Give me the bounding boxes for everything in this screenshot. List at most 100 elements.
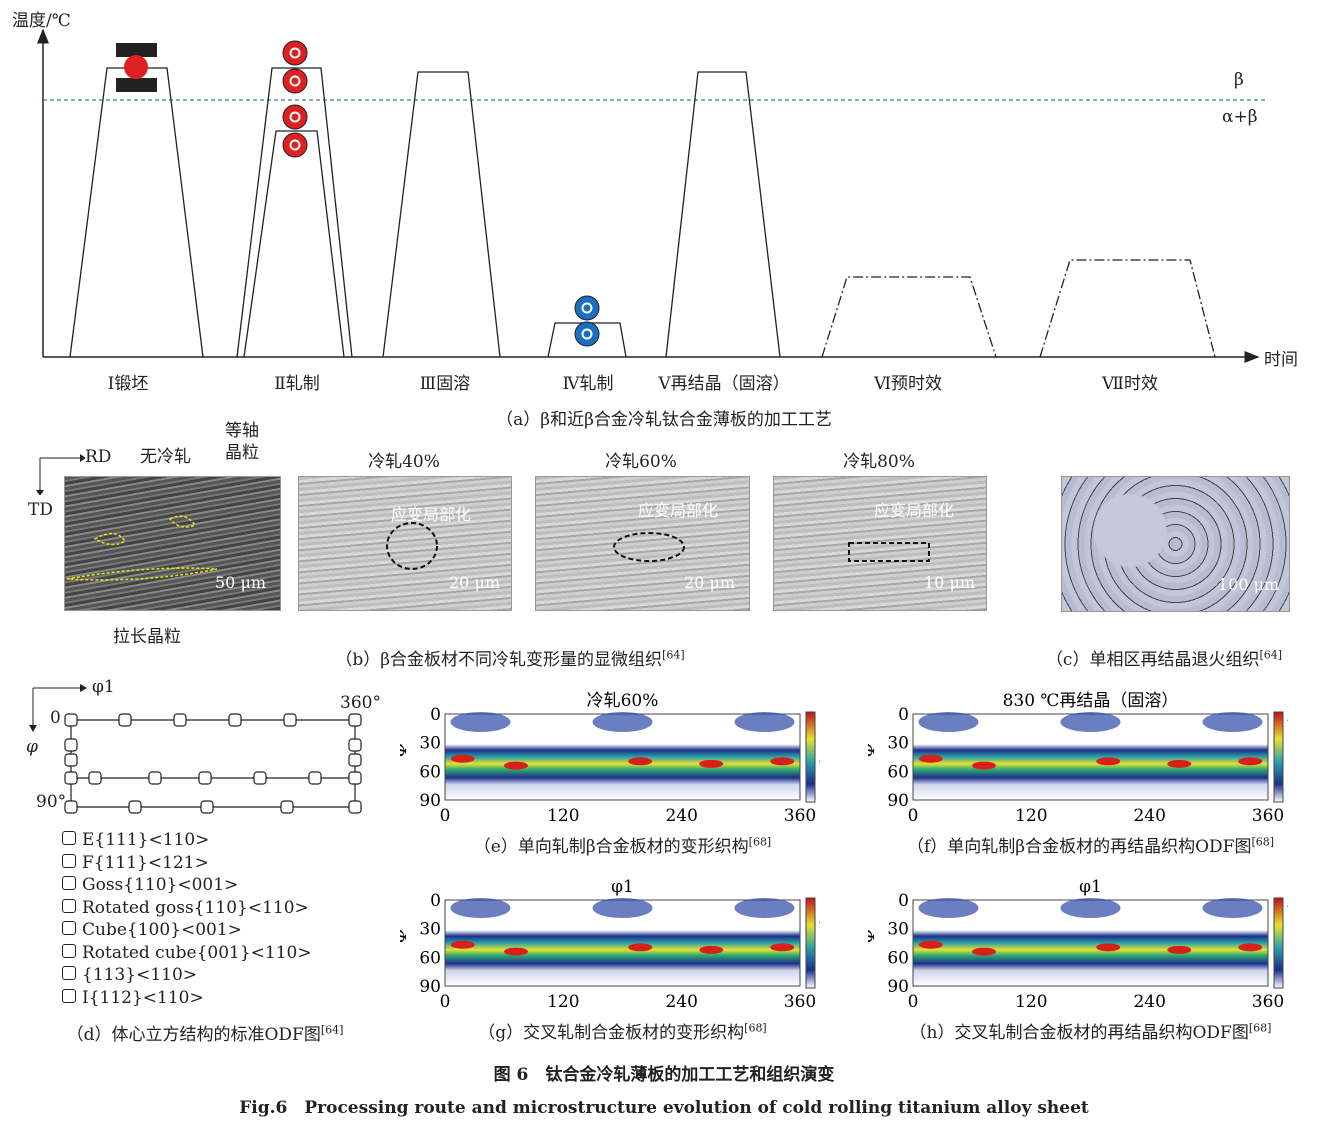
scale-bar: 20 μm bbox=[684, 573, 736, 592]
micrograph-no-rolling: 50 μm bbox=[64, 476, 281, 611]
rd-label: RD bbox=[85, 447, 112, 467]
caption-c: （c）单相区再结晶退火组织[64] bbox=[1045, 648, 1283, 670]
texture-symbol-icon bbox=[62, 943, 76, 958]
y-tick: 60 bbox=[887, 948, 909, 968]
texture-marker bbox=[64, 738, 78, 752]
odf-blob bbox=[918, 898, 979, 918]
strain-localization-label: 应变局部化 bbox=[638, 501, 719, 520]
odf-peak bbox=[504, 947, 528, 956]
odf-peak bbox=[699, 945, 724, 954]
strain-localization-label: 应变局部化 bbox=[391, 505, 472, 524]
step-label: Ⅳ轧制 bbox=[562, 374, 614, 394]
no-cold-rolling-label: 无冷轧 bbox=[140, 447, 191, 467]
y-tick: 90 bbox=[887, 977, 909, 997]
process-route-diagram bbox=[37, 28, 1266, 363]
step-forging bbox=[69, 67, 204, 358]
deg360-label: 360° bbox=[340, 693, 381, 713]
odf-peak bbox=[699, 759, 724, 768]
rd-td-axes-icon bbox=[36, 454, 85, 495]
odf-blob bbox=[1202, 898, 1263, 918]
odf-plot-h: 4321 0 120 240 360 0 30 60 90 Φφ1 bbox=[868, 877, 1288, 1012]
y-tick: 30 bbox=[887, 920, 909, 940]
step-label: Ⅴ再结晶（固溶） bbox=[658, 374, 790, 394]
x-tick: 0 bbox=[908, 992, 919, 1012]
y-axis-label: Φ bbox=[400, 929, 411, 943]
cold-roll-icon bbox=[574, 321, 600, 347]
y-axis-label: Φ bbox=[400, 743, 411, 757]
colorbar-tick: 1 bbox=[819, 960, 820, 980]
caption-e: （e）单向轧制β合金板材的变形织构[68] bbox=[473, 835, 772, 857]
colorbar-tick: 3 bbox=[819, 927, 820, 947]
odf-peak bbox=[918, 940, 943, 949]
hot-roll-icon bbox=[282, 132, 308, 158]
colorbar bbox=[805, 897, 816, 989]
alpha-beta-label: α+β bbox=[1222, 107, 1258, 127]
colorbar-tick: 3 bbox=[1287, 730, 1288, 750]
step-label: Ⅵ预时效 bbox=[873, 374, 943, 394]
texture-marker bbox=[280, 800, 294, 814]
odf-peak bbox=[972, 761, 996, 770]
micrograph-80: 应变局部化 10 μm bbox=[773, 476, 987, 611]
x-tick: 360 bbox=[784, 806, 816, 826]
step-hot-rolling-outer bbox=[236, 67, 353, 358]
step-label: Ⅲ固溶 bbox=[419, 374, 471, 394]
y-tick: 60 bbox=[419, 948, 441, 968]
beta-label: β bbox=[1234, 70, 1244, 90]
y-tick: 0 bbox=[430, 705, 441, 725]
legend-item: {113}<110> bbox=[62, 965, 197, 985]
step-hot-rolling-inner bbox=[243, 130, 345, 358]
legend-item: Cube{100}<001> bbox=[62, 920, 242, 940]
texture-marker bbox=[173, 713, 187, 727]
micrograph-title: 冷轧40% bbox=[368, 452, 440, 472]
odf-title: φ1 bbox=[611, 877, 634, 897]
x-tick: 0 bbox=[908, 806, 919, 826]
y-axis-label: Φ bbox=[868, 743, 879, 757]
micrograph-60: 应变局部化 20 μm bbox=[535, 476, 750, 611]
colorbar-tick: 2 bbox=[1287, 750, 1288, 770]
y-tick: 30 bbox=[887, 734, 909, 754]
x-tick: 120 bbox=[547, 992, 579, 1012]
odf-peak bbox=[1096, 757, 1121, 766]
micrograph-title: 冷轧60% bbox=[605, 452, 677, 472]
x-tick: 240 bbox=[1133, 992, 1165, 1012]
odf-peak bbox=[450, 940, 475, 949]
y-tick: 90 bbox=[887, 791, 909, 811]
caption-h: （h）交叉轧制合金板材的再结晶织构ODF图[68] bbox=[909, 1021, 1272, 1043]
cold-roll-icon bbox=[574, 295, 600, 321]
colorbar bbox=[1273, 897, 1284, 989]
scale-bar: 20 μm bbox=[449, 573, 501, 592]
step-recrystallization bbox=[665, 71, 781, 358]
legend-item: F{111}<121> bbox=[62, 853, 209, 873]
texture-marker bbox=[253, 771, 267, 785]
odf-peak bbox=[1238, 757, 1263, 766]
colorbar-tick: 2 bbox=[1287, 936, 1288, 956]
y-tick: 90 bbox=[419, 977, 441, 997]
odf-peak bbox=[1238, 943, 1263, 952]
odf-peak bbox=[770, 757, 795, 766]
legend-item: E{111}<110> bbox=[62, 830, 209, 850]
odf-blob bbox=[734, 712, 795, 732]
step-label: Ⅱ轧制 bbox=[274, 374, 320, 394]
hot-roll-icon bbox=[282, 104, 308, 130]
x-tick: 120 bbox=[1015, 806, 1047, 826]
odf-blob bbox=[592, 898, 653, 918]
texture-symbol-icon bbox=[62, 921, 76, 935]
texture-marker bbox=[128, 800, 142, 814]
x-tick: 240 bbox=[665, 806, 697, 826]
odf-blob bbox=[1060, 898, 1121, 918]
colorbar-tick: 4 bbox=[819, 750, 820, 770]
texture-marker bbox=[148, 771, 162, 785]
texture-symbol-icon bbox=[62, 876, 76, 890]
texture-marker bbox=[348, 800, 362, 814]
x-tick: 360 bbox=[784, 992, 816, 1012]
x-tick: 0 bbox=[440, 806, 451, 826]
legend-item: Goss{110}<001> bbox=[62, 875, 238, 895]
texture-marker bbox=[308, 771, 322, 785]
odf-title: 830 ℃再结晶（固溶） bbox=[1003, 691, 1179, 711]
colorbar bbox=[805, 711, 816, 803]
caption-d: （d）体心立方结构的标准ODF图[64] bbox=[66, 1023, 344, 1045]
zero-label: 0 bbox=[50, 708, 61, 728]
strain-localization-label: 应变局部化 bbox=[874, 501, 955, 520]
odf-peak bbox=[628, 757, 653, 766]
